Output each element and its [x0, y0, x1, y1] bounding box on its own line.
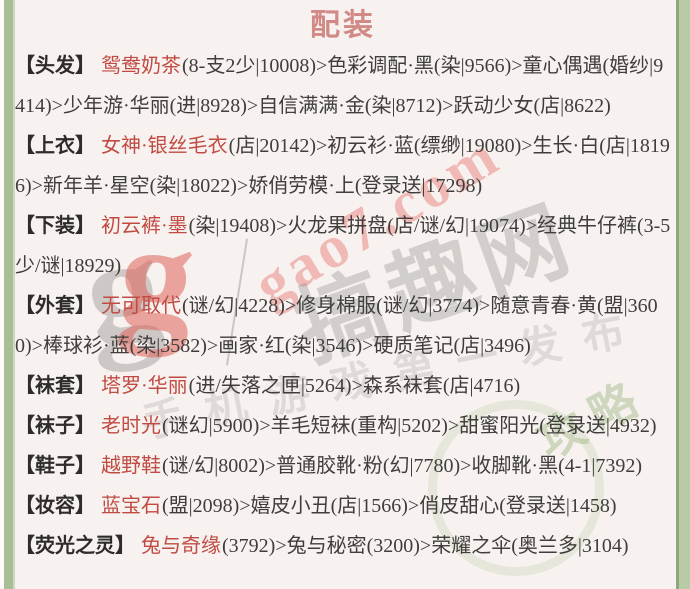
slot-label: 【袜子】: [15, 415, 95, 437]
guide-content: 配装 【头发】 鸳鸯奶茶(8-支2少|10008)>色彩调配·黑(染|9566)>…: [15, 0, 671, 566]
best-item-name: 塔罗·华丽: [101, 375, 188, 397]
slot-label: 【鞋子】: [15, 455, 95, 477]
item-chain: (店|20142)>初云衫·蓝(缥缈|19080)>生长·白(店|18196)>…: [15, 135, 670, 197]
item-chain: (进/失落之匣|5264)>森系袜套(店|4716): [188, 375, 521, 397]
outfit-section-row: 【头发】 鸳鸯奶茶(8-支2少|10008)>色彩调配·黑(染|9566)>童心偶…: [15, 46, 671, 126]
item-chain: (谜/幻|4228)>修身棉服(谜/幻|3774)>随意青春·黄(盟|3600)…: [15, 295, 658, 357]
best-item-name: 无可取代: [101, 295, 181, 317]
item-chain: (8-支2少|10008)>色彩调配·黑(染|9566)>童心偶遇(婚纱|941…: [15, 55, 664, 117]
item-chain: (盟|2098)>嬉皮小丑(店|1566)>俏皮甜心(登录送|1458): [162, 495, 617, 517]
outfit-sections: 【头发】 鸳鸯奶茶(8-支2少|10008)>色彩调配·黑(染|9566)>童心偶…: [15, 46, 671, 566]
slot-label: 【荧光之灵】: [15, 535, 135, 557]
best-item-name: 老时光: [101, 415, 161, 437]
left-border-inner: [13, 0, 15, 589]
best-item-name: 蓝宝石: [101, 495, 161, 517]
outfit-section-row: 【下装】 初云裤·墨(染|19408)>火龙果拼盘(店/谜/幻|19074)>经典…: [15, 206, 671, 286]
left-edge: [0, 0, 4, 589]
best-item-name: 兔与奇缘: [141, 535, 221, 557]
slot-label: 【下装】: [15, 215, 95, 237]
slot-label: 【外套】: [15, 295, 95, 317]
outfit-section-row: 【上衣】 女神·银丝毛衣(店|20142)>初云衫·蓝(缥缈|19080)>生长·…: [15, 126, 671, 206]
right-border-line: [676, 0, 679, 589]
item-chain: (谜幻|5900)>羊毛短袜(重构|5202)>甜蜜阳光(登录送|4932): [162, 415, 657, 437]
outfit-section-row: 【外套】 无可取代(谜/幻|4228)>修身棉服(谜/幻|3774)>随意青春·黄…: [15, 286, 671, 366]
item-chain: (染|19408)>火龙果拼盘(店/谜/幻|19074)>经典牛仔裤(3-5少/…: [15, 215, 671, 277]
slot-label: 【上衣】: [15, 135, 95, 157]
best-item-name: 越野鞋: [101, 455, 161, 477]
best-item-name: 女神·银丝毛衣: [101, 135, 228, 157]
slot-label: 【妆容】: [15, 495, 95, 517]
outfit-section-row: 【袜套】 塔罗·华丽(进/失落之匣|5264)>森系袜套(店|4716): [15, 366, 671, 406]
outfit-section-row: 【袜子】 老时光(谜幻|5900)>羊毛短袜(重构|5202)>甜蜜阳光(登录送|…: [15, 406, 671, 446]
slot-label: 【袜套】: [15, 375, 95, 397]
best-item-name: 鸳鸯奶茶: [101, 55, 181, 77]
best-item-name: 初云裤·墨: [101, 215, 188, 237]
item-chain: (3792)>兔与秘密(3200)>荣耀之伞(奥兰多|3104): [222, 535, 629, 557]
page-title: 配装: [310, 9, 376, 42]
outfit-section-row: 【妆容】 蓝宝石(盟|2098)>嬉皮小丑(店|1566)>俏皮甜心(登录送|14…: [15, 486, 671, 526]
outfit-section-row: 【荧光之灵】 兔与奇缘(3792)>兔与秘密(3200)>荣耀之伞(奥兰多|310…: [15, 526, 671, 566]
outfit-section-row: 【鞋子】 越野鞋(谜/幻|8002)>普通胶靴·粉(幻|7780)>收脚靴·黑(4…: [15, 446, 671, 486]
slot-label: 【头发】: [15, 55, 95, 77]
item-chain: (谜/幻|8002)>普通胶靴·粉(幻|7780)>收脚靴·黑(4-1|7392…: [162, 455, 643, 477]
left-border-green: [4, 0, 13, 589]
right-border-green: [679, 0, 690, 589]
